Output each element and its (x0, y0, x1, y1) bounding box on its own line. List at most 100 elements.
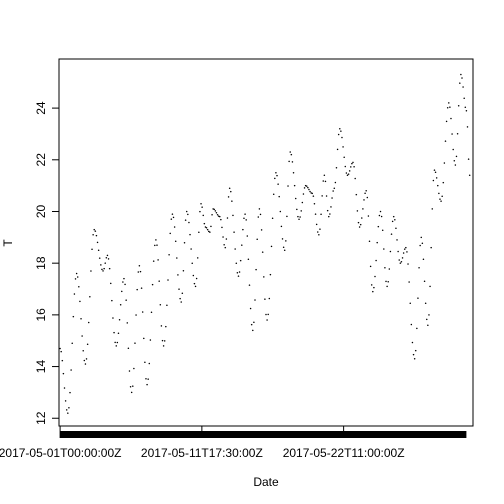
data-point (252, 329, 254, 332)
data-point (260, 229, 263, 231)
data-point (101, 268, 103, 271)
data-point (195, 277, 198, 280)
data-point (190, 248, 192, 250)
data-point (433, 169, 436, 171)
data-point (288, 160, 290, 163)
data-point (351, 162, 353, 165)
data-point (202, 214, 204, 217)
data-point (274, 177, 276, 180)
data-point (98, 257, 101, 259)
data-point (444, 140, 447, 142)
data-point (204, 226, 207, 228)
data-point (333, 187, 336, 189)
data-point (216, 213, 219, 216)
data-point (449, 106, 451, 108)
data-point (169, 232, 171, 235)
data-point (344, 165, 347, 168)
data-point (374, 275, 376, 278)
data-point (268, 297, 271, 300)
data-point (459, 82, 461, 84)
data-point (461, 77, 463, 79)
data-point (96, 241, 99, 244)
data-point (309, 190, 311, 193)
data-point (115, 345, 118, 347)
data-point (94, 230, 97, 232)
data-point (286, 215, 288, 218)
data-point (266, 319, 268, 321)
data-point (163, 340, 166, 342)
data-point (281, 238, 284, 240)
data-point (70, 369, 72, 371)
data-point (124, 283, 126, 286)
data-point (285, 240, 287, 242)
data-point (60, 350, 62, 353)
data-point (167, 279, 169, 281)
data-point (437, 184, 439, 187)
data-point (219, 215, 221, 218)
data-point (185, 210, 188, 213)
data-point (189, 233, 191, 236)
data-point (182, 269, 185, 272)
data-point (361, 217, 363, 219)
data-point (362, 208, 364, 210)
data-point (294, 197, 297, 200)
data-point (139, 270, 142, 273)
data-point (398, 259, 400, 261)
data-point (177, 274, 179, 276)
data-point (226, 217, 229, 219)
data-point (111, 299, 113, 302)
data-point (71, 342, 73, 345)
data-point (407, 263, 409, 265)
data-point (144, 361, 146, 364)
data-point (126, 322, 129, 324)
data-point (411, 341, 414, 344)
data-point (446, 107, 449, 109)
data-point (69, 391, 71, 394)
data-point (87, 321, 90, 324)
data-point (146, 383, 148, 386)
data-point (92, 233, 94, 236)
data-point (299, 216, 301, 218)
data-point (147, 378, 149, 380)
data-point (401, 257, 404, 259)
data-point (271, 217, 274, 219)
data-point (456, 132, 459, 135)
data-point (414, 349, 417, 352)
data-point (84, 363, 87, 365)
data-point (430, 246, 432, 249)
data-point (293, 184, 296, 187)
data-point (259, 213, 262, 216)
data-point (421, 242, 424, 244)
data-point (140, 287, 143, 289)
data-point (191, 262, 193, 265)
data-point (368, 240, 371, 242)
y-tick-label: 14 (34, 360, 48, 374)
data-point (132, 385, 134, 387)
data-point (113, 331, 115, 334)
data-point (300, 210, 302, 212)
data-point (308, 188, 310, 191)
data-point (108, 267, 111, 270)
data-point (422, 258, 425, 261)
data-point (150, 311, 153, 314)
data-point (187, 213, 189, 216)
data-point (334, 181, 337, 184)
data-point (121, 290, 123, 293)
data-point (112, 317, 114, 319)
data-point (145, 378, 147, 380)
data-point (313, 202, 316, 205)
data-point (203, 222, 206, 225)
data-point (283, 249, 286, 252)
data-point (353, 165, 355, 168)
data-point (174, 240, 177, 242)
data-point (134, 342, 136, 344)
data-point (386, 285, 388, 288)
data-point (423, 280, 426, 283)
data-point (198, 231, 200, 234)
data-point (103, 267, 105, 270)
data-point (194, 285, 197, 288)
data-point (105, 256, 108, 259)
data-point (467, 158, 470, 160)
data-point (263, 276, 265, 278)
